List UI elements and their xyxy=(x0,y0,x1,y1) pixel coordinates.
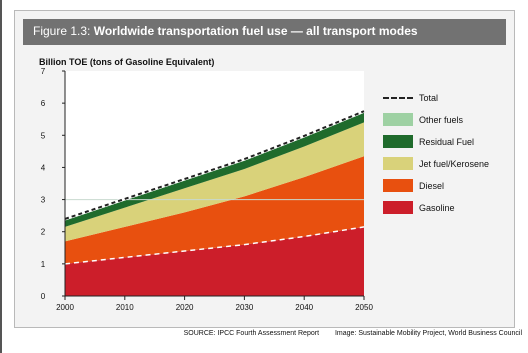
area-jet-fuel-kerosene xyxy=(65,122,364,242)
area-gasoline xyxy=(65,226,364,296)
legend-item-residual-fuel: Residual Fuel xyxy=(383,135,513,148)
y-tick-label-3: 3 xyxy=(41,196,46,205)
x-tick-label-2030: 2030 xyxy=(236,303,254,312)
y-tick-label-5: 5 xyxy=(41,131,46,140)
x-tick-label-2010: 2010 xyxy=(116,303,134,312)
chart-legend: Total Other fuels Residual Fuel Jet fuel… xyxy=(383,91,513,223)
figure-title-bar: Figure 1.3: Worldwide transportation fue… xyxy=(23,19,506,45)
x-tick-label-2000: 2000 xyxy=(56,303,74,312)
legend-item-other-fuels: Other fuels xyxy=(383,113,513,126)
y-tick-label-4: 4 xyxy=(41,163,46,172)
legend-swatch-gasoline xyxy=(383,201,413,214)
legend-swatch-jet-fuel xyxy=(383,157,413,170)
y-tick-label-6: 6 xyxy=(41,99,46,108)
source-credit: SOURCE: IPCC Fourth Assessment Report Im… xyxy=(2,330,522,337)
y-tick-label-1: 1 xyxy=(41,260,46,269)
source-citation: SOURCE: IPCC Fourth Assessment Report xyxy=(183,330,320,337)
image-credit: Image: Sustainable Mobility Project, Wor… xyxy=(334,330,522,337)
legend-item-total: Total xyxy=(383,91,513,104)
y-axis-unit-label: Billion TOE (tons of Gasoline Equivalent… xyxy=(39,57,215,67)
legend-line-total xyxy=(383,96,413,99)
x-tick-label-2040: 2040 xyxy=(295,303,313,312)
figure-title: Worldwide transportation fuel use — all … xyxy=(93,24,418,38)
x-tick-label-2020: 2020 xyxy=(176,303,194,312)
legend-item-diesel: Diesel xyxy=(383,179,513,192)
legend-item-gasoline: Gasoline xyxy=(383,201,513,214)
y-tick-label-0: 0 xyxy=(41,292,46,301)
legend-label-other-fuels: Other fuels xyxy=(419,114,464,125)
chart-plot: 0 1 2 3 4 5 6 7 2000 2010 2020 2030 2040 2050 xyxy=(41,67,374,312)
figure-label: Figure 1.3: xyxy=(33,24,91,38)
legend-label-gasoline: Gasoline xyxy=(419,202,455,213)
area-residual-fuel xyxy=(65,112,364,227)
x-tick-label-2050: 2050 xyxy=(355,303,373,312)
legend-swatch-diesel xyxy=(383,179,413,192)
legend-swatch-residual-fuel xyxy=(383,135,413,148)
legend-label-residual-fuel: Residual Fuel xyxy=(419,136,475,147)
y-tick-label-7: 7 xyxy=(41,67,46,76)
legend-label-total: Total xyxy=(419,92,439,103)
legend-item-jet-fuel: Jet fuel/Kerosene xyxy=(383,157,513,170)
total-line xyxy=(64,110,365,220)
y-tick-label-2: 2 xyxy=(41,228,46,237)
area-diesel xyxy=(65,156,364,264)
legend-label-diesel: Diesel xyxy=(419,180,445,191)
figure-panel: Figure 1.3: Worldwide transportation fue… xyxy=(14,10,515,328)
legend-label-jet-fuel: Jet fuel/Kerosene xyxy=(419,158,490,169)
legend-swatch-other-fuels xyxy=(383,113,413,126)
